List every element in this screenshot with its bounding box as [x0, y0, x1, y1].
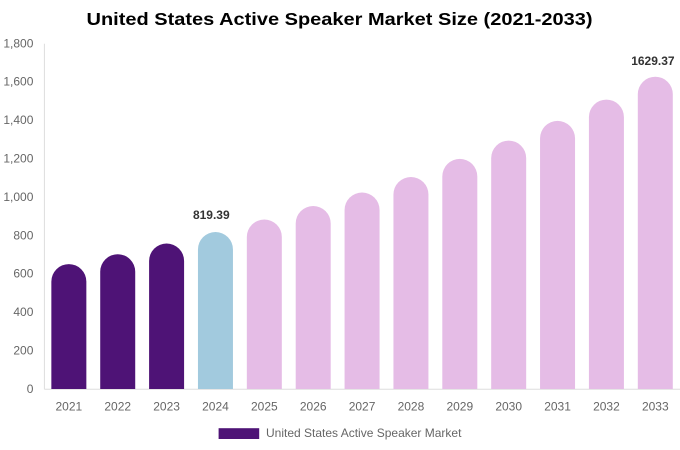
svg-text:2033: 2033 — [642, 400, 669, 414]
svg-text:2025: 2025 — [251, 400, 278, 414]
svg-text:600: 600 — [13, 267, 33, 281]
svg-text:United States Active Speaker M: United States Active Speaker Market Size… — [87, 9, 593, 29]
svg-text:2024: 2024 — [202, 400, 229, 414]
svg-text:2031: 2031 — [544, 400, 571, 414]
svg-text:1,400: 1,400 — [3, 113, 33, 127]
svg-text:1,800: 1,800 — [3, 36, 33, 50]
svg-text:1629.37: 1629.37 — [631, 54, 675, 68]
svg-text:2023: 2023 — [153, 400, 180, 414]
svg-text:1,600: 1,600 — [3, 75, 33, 89]
svg-text:200: 200 — [13, 344, 33, 358]
svg-text:2022: 2022 — [104, 400, 131, 414]
svg-text:819.39: 819.39 — [193, 208, 230, 222]
svg-text:2032: 2032 — [593, 400, 620, 414]
svg-text:United States Active Speaker M: United States Active Speaker Market — [266, 426, 462, 440]
svg-text:2021: 2021 — [55, 400, 82, 414]
svg-text:2029: 2029 — [446, 400, 473, 414]
svg-text:2027: 2027 — [349, 400, 376, 414]
svg-text:2030: 2030 — [495, 400, 522, 414]
svg-text:800: 800 — [13, 228, 33, 242]
svg-text:0: 0 — [27, 382, 34, 396]
svg-text:400: 400 — [13, 305, 33, 319]
svg-text:2026: 2026 — [300, 400, 327, 414]
svg-text:2028: 2028 — [398, 400, 425, 414]
svg-text:1,000: 1,000 — [3, 190, 33, 204]
svg-text:1,200: 1,200 — [3, 152, 33, 166]
